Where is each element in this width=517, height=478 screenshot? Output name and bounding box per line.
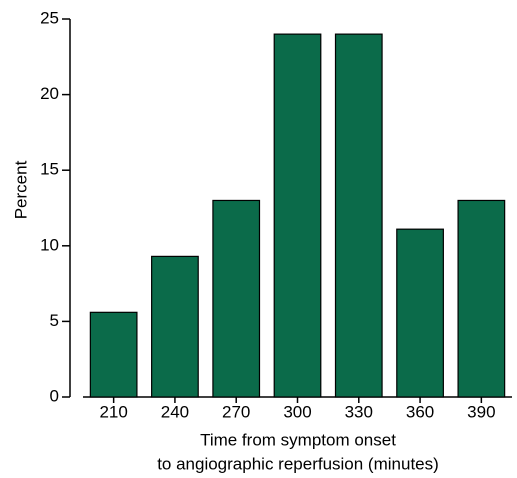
- x-axis-label: Time from symptom onset: [200, 430, 396, 449]
- y-tick-label: 0: [50, 386, 59, 405]
- bar: [334, 33, 383, 398]
- y-tick-label: 20: [40, 84, 59, 103]
- y-tick-label: 5: [50, 311, 59, 330]
- y-axis-label: Percent: [11, 160, 30, 219]
- bar: [151, 255, 199, 398]
- x-axis-label: to angiographic reperfusion (minutes): [157, 454, 439, 473]
- bar: [212, 199, 261, 398]
- x-tick-label: 360: [406, 402, 434, 421]
- y-tick-label: 10: [40, 235, 59, 254]
- y-tick-label: 15: [40, 160, 59, 179]
- x-tick-label: 240: [161, 402, 189, 421]
- bar: [273, 33, 322, 398]
- x-tick-label: 300: [283, 402, 311, 421]
- x-tick-label: 270: [222, 402, 250, 421]
- x-tick-label: 210: [99, 402, 127, 421]
- x-tick-label: 390: [467, 402, 495, 421]
- y-tick-label: 25: [40, 8, 59, 27]
- bar: [457, 199, 506, 398]
- bar: [89, 311, 138, 398]
- bar: [396, 228, 444, 398]
- x-tick-label: 330: [345, 402, 373, 421]
